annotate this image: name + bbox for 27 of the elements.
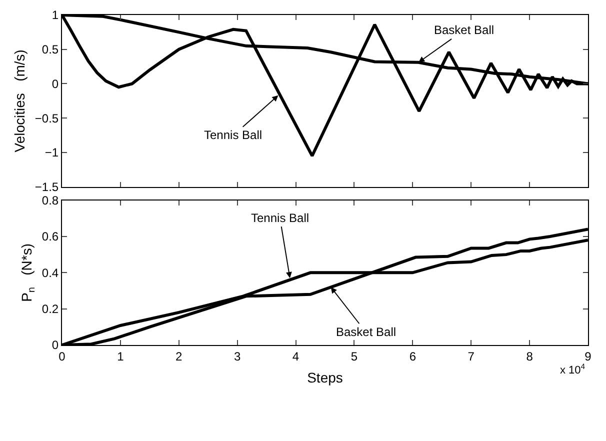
x-tick-label: 3 [234,349,241,364]
y-tick-label: 1 [52,8,59,22]
y-tick-label: 0.2 [42,302,59,316]
y-tick-label: 0 [52,76,59,91]
y-tick-label: 0.5 [42,42,59,57]
x-tick-label: 6 [409,349,416,364]
annotation: Tennis Ball [204,128,262,142]
x-axis-title: Steps [307,370,343,386]
x-tick-label: 4 [292,349,300,364]
y-tick-label: −0.5 [34,111,59,126]
text: x 10$^{4}$ [560,362,586,377]
annotation: Tennis Ball [251,211,310,225]
x-tick-label: 2 [176,349,183,364]
annotation: Basket Ball [434,23,494,37]
x-tick-label: 5 [350,349,358,364]
y-axis-title: Velocities (m/s) [11,50,28,152]
x-tick-label: 1 [117,349,124,364]
y-tick-label: −1 [44,146,59,160]
x-tick-label: 7 [468,349,475,364]
y-tick-label: −1.5 [34,180,59,194]
x-tick-label: 9 [584,349,592,364]
y-tick-label: 0.4 [42,266,59,280]
y-tick-label: 0.6 [42,230,59,244]
y-tick-label: 0 [52,338,59,352]
y-tick-label: 0.8 [42,193,59,208]
x-tick-label: 8 [526,349,534,364]
annotation: Basket Ball [336,325,396,339]
